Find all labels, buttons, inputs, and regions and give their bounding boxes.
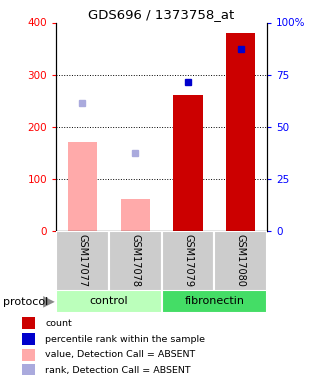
Bar <box>22 349 35 361</box>
Bar <box>214 231 267 291</box>
Bar <box>121 200 150 231</box>
Text: value, Detection Call = ABSENT: value, Detection Call = ABSENT <box>45 350 196 359</box>
Text: fibronectin: fibronectin <box>184 297 244 306</box>
Bar <box>56 231 109 291</box>
Bar <box>22 317 35 329</box>
Bar <box>173 95 203 231</box>
Text: control: control <box>90 297 128 306</box>
Bar <box>162 231 214 291</box>
Text: GSM17080: GSM17080 <box>236 234 246 287</box>
Bar <box>22 364 35 375</box>
Bar <box>162 290 267 313</box>
Bar <box>109 231 162 291</box>
Title: GDS696 / 1373758_at: GDS696 / 1373758_at <box>88 8 235 21</box>
Bar <box>68 142 97 231</box>
Bar <box>22 333 35 345</box>
Bar <box>226 33 255 231</box>
Text: protocol: protocol <box>3 297 48 307</box>
Text: GSM17078: GSM17078 <box>130 234 140 287</box>
Text: percentile rank within the sample: percentile rank within the sample <box>45 334 205 344</box>
Text: GSM17079: GSM17079 <box>183 234 193 287</box>
Text: GSM17077: GSM17077 <box>77 234 87 287</box>
Text: count: count <box>45 319 72 328</box>
Text: rank, Detection Call = ABSENT: rank, Detection Call = ABSENT <box>45 366 191 375</box>
Polygon shape <box>43 296 55 307</box>
Bar <box>56 290 162 313</box>
